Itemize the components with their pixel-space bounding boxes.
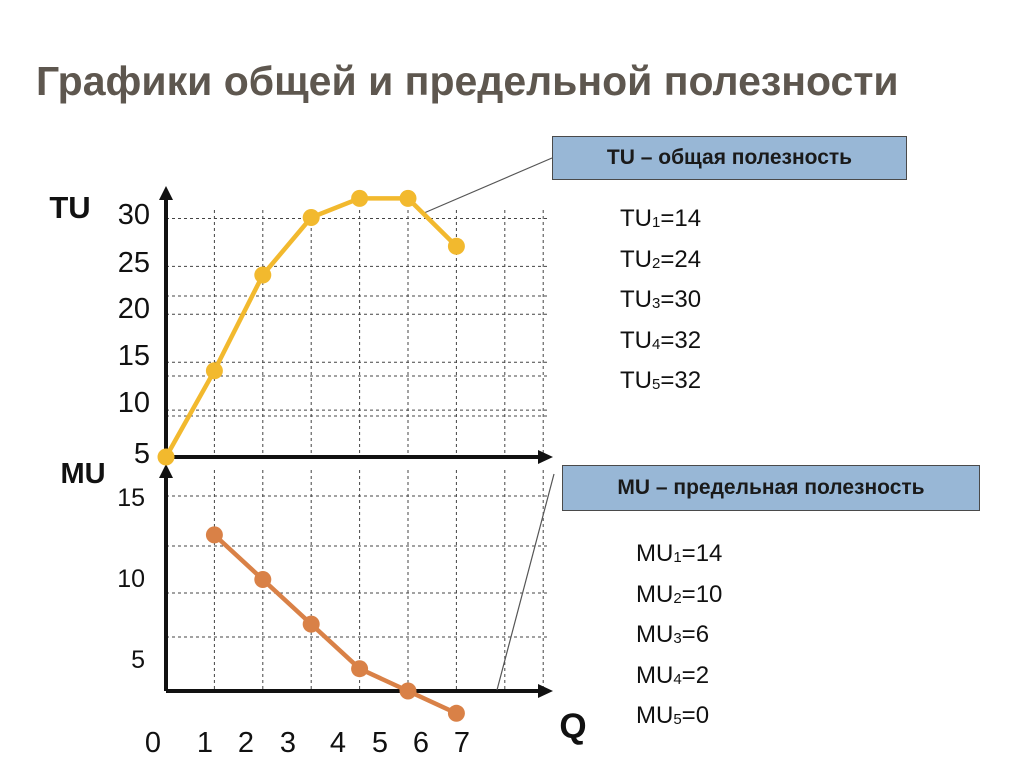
tu-connector-line	[423, 157, 553, 214]
mu-x-axis-arrow	[538, 684, 553, 698]
tu-series-point	[447, 237, 465, 255]
mu-y-axis-label: MU	[60, 458, 105, 490]
mu-y-tick-label: 10	[117, 565, 145, 593]
q-axis-label: Q	[559, 707, 586, 746]
tu-y-tick-label: 10	[118, 387, 150, 419]
tu-values-list: TU1=14 TU2=24 TU3=30 TU4=32 TU5=32	[620, 200, 701, 403]
mu-series-point	[399, 682, 417, 700]
x-tick-label: 2	[238, 727, 254, 759]
mu-y-axis-arrow	[159, 464, 173, 478]
mu-legend-box: MU – предельная полезность	[562, 465, 980, 511]
mu-connector-line	[496, 473, 555, 691]
tu-y-axis-arrow	[159, 186, 173, 200]
tu-series-point	[205, 362, 223, 380]
x-tick-label: 7	[454, 727, 470, 759]
tu-series-point	[399, 189, 417, 207]
x-tick-label: 0	[145, 727, 161, 759]
x-tick-label: 5	[372, 727, 388, 759]
mu-value-3: MU3=6	[636, 621, 710, 648]
mu-value-2: MU2=10	[636, 580, 723, 608]
tu-legend-box: TU – общая полезность	[552, 136, 907, 180]
tu-y-tick-label: 30	[118, 199, 150, 231]
tu-value-1: TU1=14	[620, 205, 702, 232]
tu-y-tick-label: 20	[118, 293, 150, 325]
mu-values-list: MU1=14 MU2=10 MU3=6 MU4=2 MU5=0	[636, 535, 722, 738]
slide-title: Графики общей и предельной полезности	[36, 58, 899, 104]
x-tick-label: 4	[330, 727, 346, 759]
tu-y-tick-label: 15	[118, 340, 150, 372]
mu-value-1: MU1=14	[636, 540, 723, 567]
tu-value-4: TU4=32	[620, 326, 702, 354]
grid-layer	[166, 210, 548, 691]
mu-series-point	[302, 615, 320, 633]
mu-series-point	[351, 660, 369, 678]
axis-layer	[159, 186, 553, 698]
tu-y-tick-label: 5	[134, 438, 150, 470]
tu-value-2: TU2=24	[620, 245, 702, 273]
tu-series-point	[254, 266, 272, 284]
tu-x-axis-arrow	[538, 450, 553, 464]
mu-y-tick-label: 15	[117, 484, 145, 512]
tu-y-axis-label: TU	[49, 190, 90, 225]
tu-series-point	[157, 448, 175, 466]
mu-series-point	[254, 571, 272, 588]
series-layer	[157, 189, 465, 722]
tu-series-line	[164, 196, 458, 459]
mu-value-4: MU4=2	[636, 661, 710, 689]
mu-y-tick-label: 5	[131, 646, 145, 674]
x-tick-label: 6	[413, 727, 429, 759]
mu-series-point	[205, 526, 223, 544]
tu-value-3: TU3=30	[620, 286, 702, 313]
x-tick-label: 3	[280, 727, 296, 759]
tu-series-point	[302, 209, 320, 226]
connector-layer	[423, 157, 555, 691]
tu-series-point	[351, 189, 369, 207]
tu-value-5: TU5=32	[620, 367, 702, 394]
mu-value-5: MU5=0	[636, 702, 710, 729]
mu-series-line	[212, 533, 458, 716]
mu-series-point	[447, 704, 465, 722]
tu-y-tick-label: 25	[118, 247, 150, 279]
x-tick-label: 1	[197, 727, 213, 759]
